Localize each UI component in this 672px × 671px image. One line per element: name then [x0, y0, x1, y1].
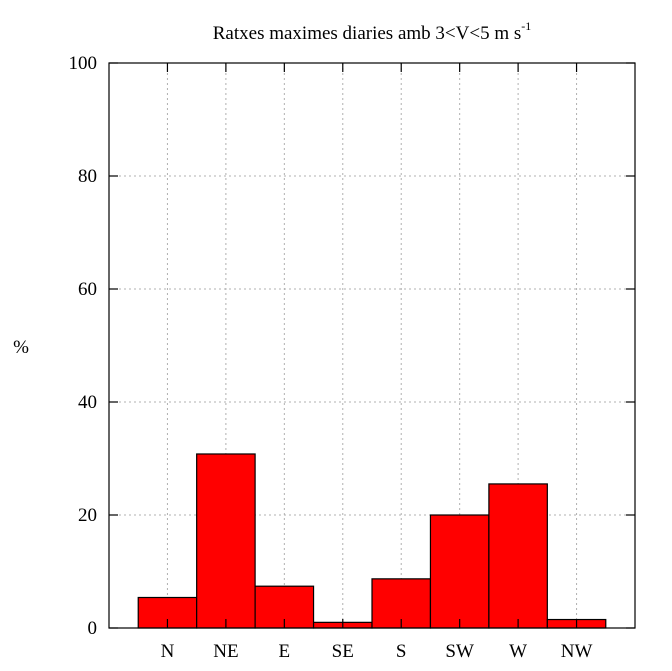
- bar-ne: [196, 453, 256, 629]
- y-tick-label: 40: [78, 392, 97, 413]
- plot-frame: [108, 62, 636, 629]
- chart-title-text: Ratxes maximes diaries amb 3<V<5 m s: [213, 23, 522, 44]
- y-axis-label: %: [13, 337, 29, 358]
- x-tick-label: W: [509, 641, 527, 662]
- chart-title: Ratxes maximes diaries amb 3<V<5 m s-1: [213, 19, 532, 44]
- bar-w: [488, 483, 548, 629]
- x-tick-label: N: [161, 641, 175, 662]
- x-tick-label: SW: [445, 641, 474, 662]
- bars: [137, 453, 607, 629]
- y-tick-label: 100: [69, 53, 98, 74]
- y-tick-label: 20: [78, 505, 97, 526]
- x-tick-label: S: [396, 641, 407, 662]
- y-tick-label: 0: [88, 618, 98, 639]
- x-tick-label: E: [279, 641, 291, 662]
- y-tick-label: 60: [78, 279, 97, 300]
- x-tick-label: NE: [213, 641, 238, 662]
- bar-sw: [429, 514, 490, 629]
- grid: [109, 63, 635, 628]
- x-tick-label: SE: [332, 641, 354, 662]
- axis-ticks: 0 20 40 60 80 100 N NE E SE S SW W NW: [69, 53, 635, 662]
- chart-title-superscript: -1: [521, 19, 531, 33]
- y-tick-label: 80: [78, 166, 97, 187]
- x-tick-label: NW: [561, 641, 593, 662]
